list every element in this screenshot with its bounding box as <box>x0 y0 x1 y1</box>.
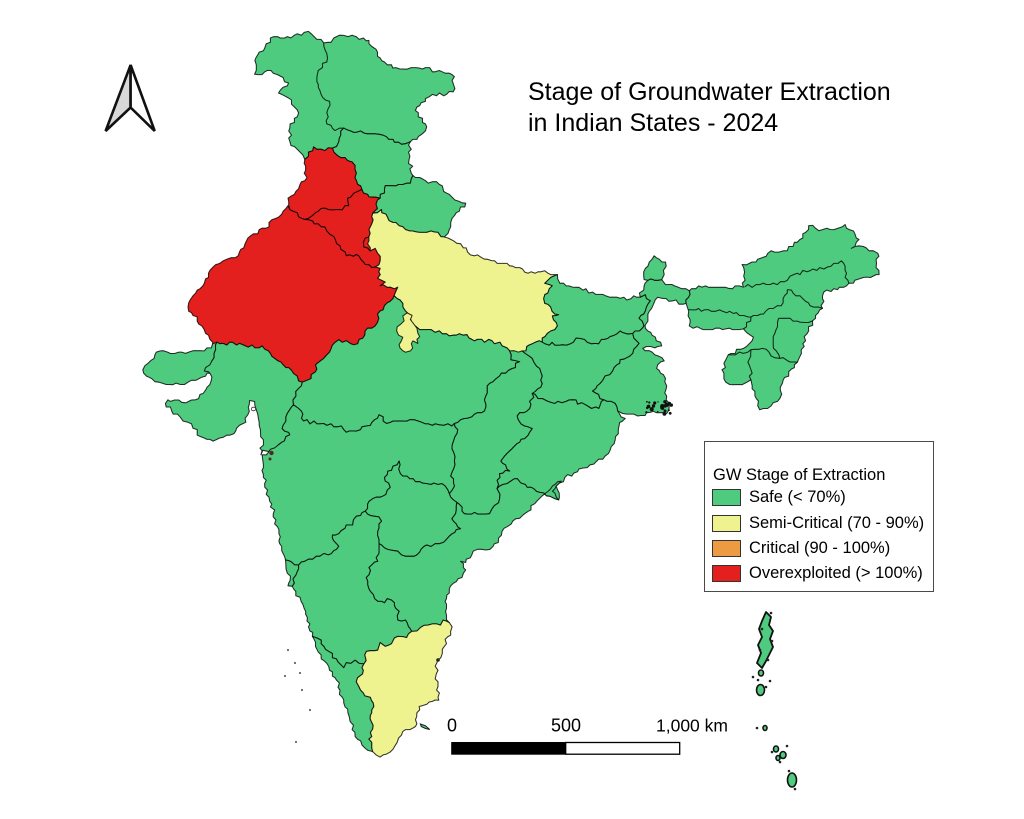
svg-text:500: 500 <box>551 716 581 736</box>
svg-text:0: 0 <box>447 716 457 736</box>
svg-text:1,000 km: 1,000 km <box>656 716 728 736</box>
